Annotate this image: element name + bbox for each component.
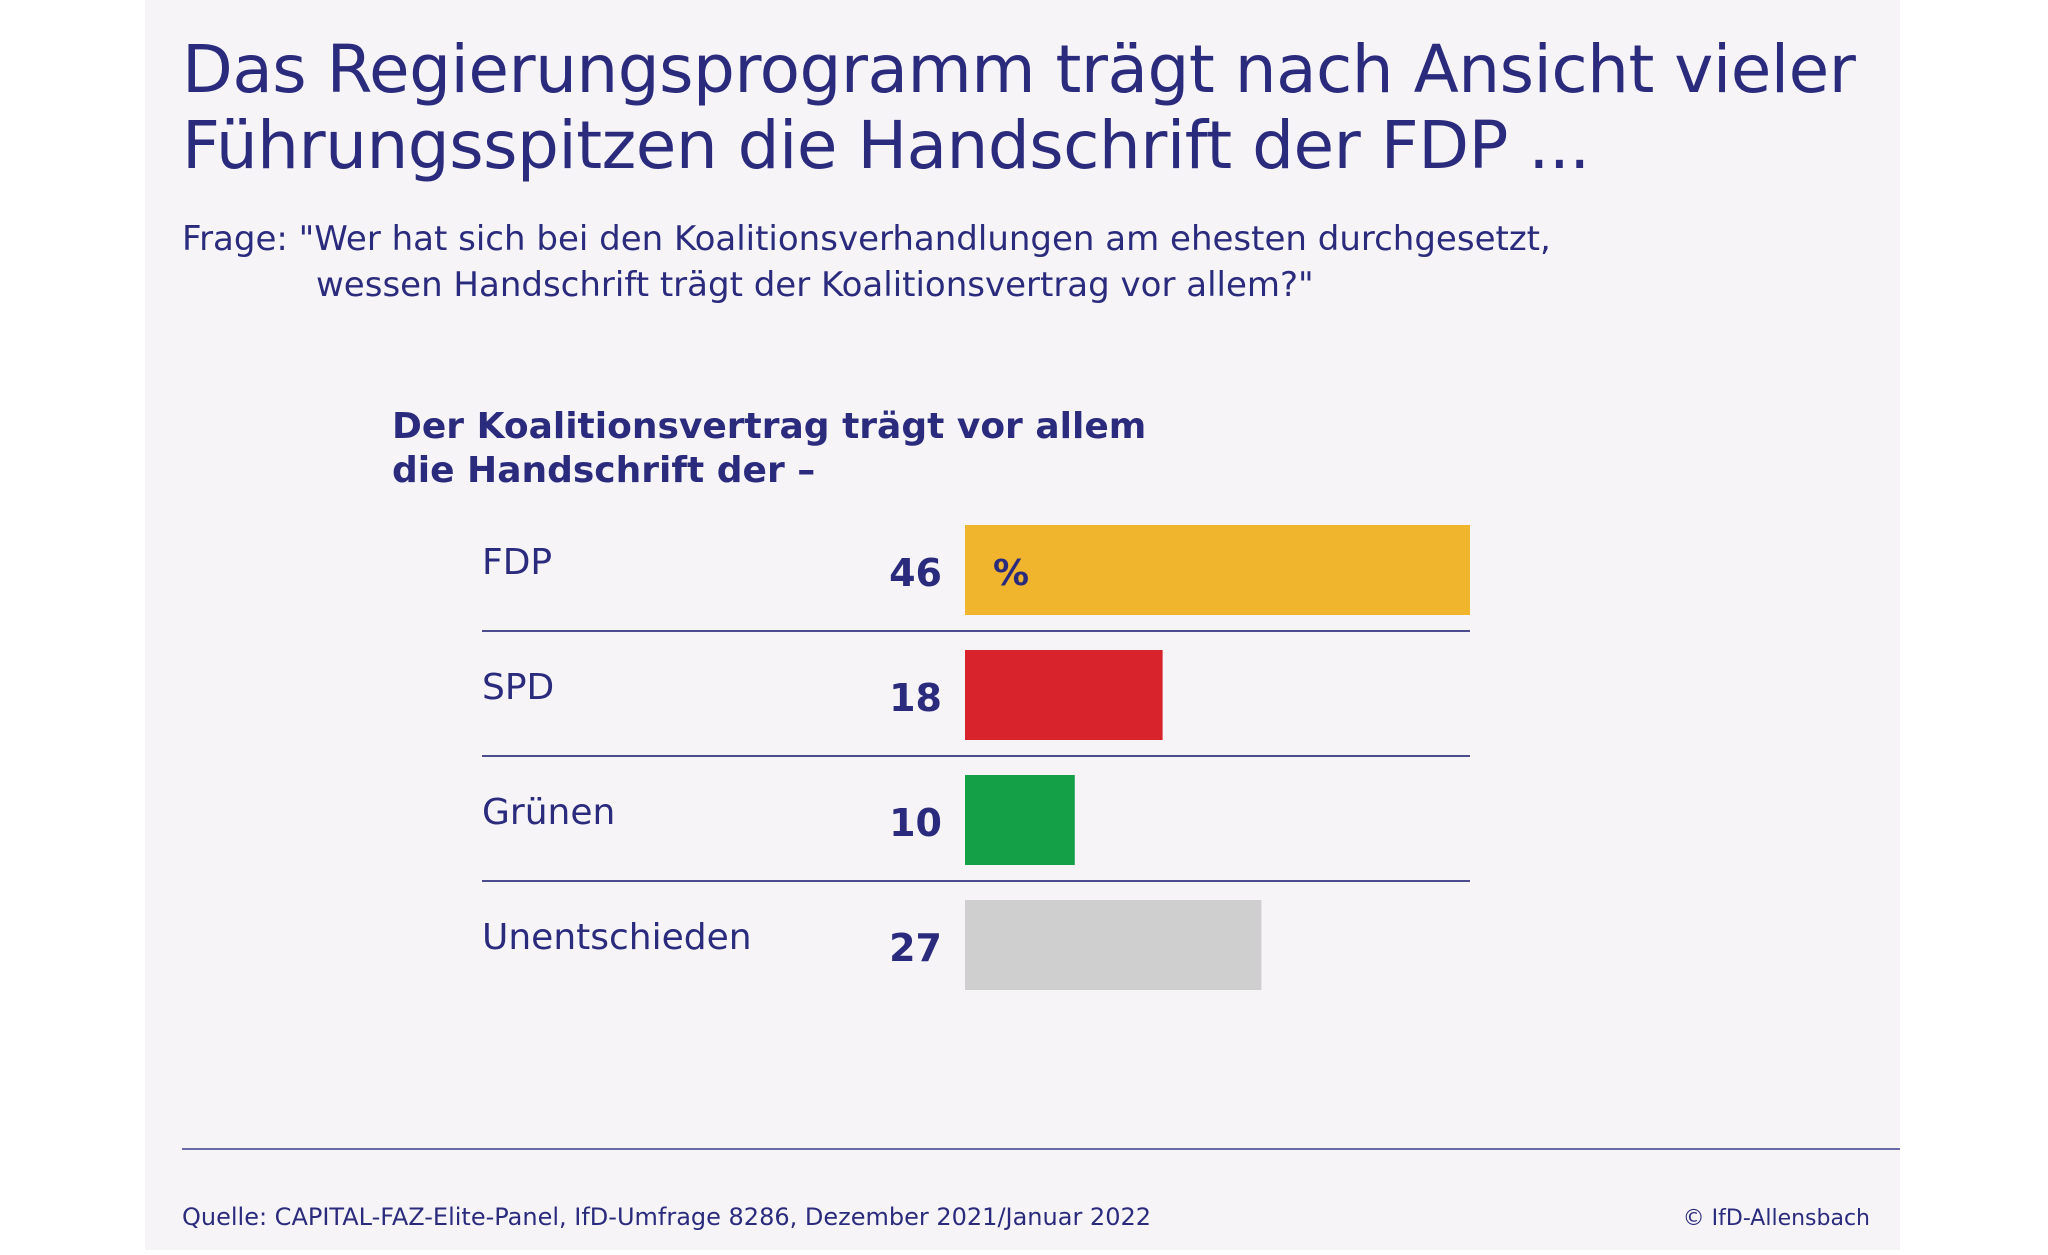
bar — [965, 900, 1262, 990]
chart-subheading-line: die Handschrift der – — [392, 450, 816, 491]
unit-label: % — [993, 553, 1029, 594]
chart-title: Das Regierungsprogramm trägt nach Ansich… — [182, 32, 1882, 184]
bar — [965, 525, 1470, 615]
chart-subheading-line: Der Koalitionsvertrag trägt vor allem — [392, 406, 1147, 447]
bar — [965, 650, 1163, 740]
survey-question: Frage: "Wer hat sich bei den Koalitionsv… — [182, 216, 1551, 308]
bar — [965, 775, 1075, 865]
category-label: SPD — [482, 667, 554, 708]
value-label: 18 — [889, 676, 942, 720]
chart-title-line: Führungsspitzen die Handschrift der FDP … — [182, 107, 1590, 184]
source-note: Quelle: CAPITAL-FAZ-Elite-Panel, IfD-Umf… — [182, 1203, 1152, 1231]
category-label: Unentschieden — [482, 917, 752, 958]
footer-divider — [182, 1148, 1900, 1150]
chart-panel — [145, 0, 1900, 1250]
copyright-note: © IfD-Allensbach — [1682, 1206, 1870, 1231]
value-label: 27 — [889, 926, 942, 970]
survey-question-line: Frage: "Wer hat sich bei den Koalitionsv… — [182, 219, 1551, 259]
chart-subheading: Der Koalitionsvertrag trägt vor allem di… — [392, 405, 1146, 493]
category-label: Grünen — [482, 792, 615, 833]
chart-title-line: Das Regierungsprogramm trägt nach Ansich… — [182, 31, 1856, 108]
value-label: 10 — [889, 801, 942, 845]
survey-question-line: wessen Handschrift trägt der Koalitionsv… — [316, 265, 1314, 305]
category-label: FDP — [482, 542, 552, 583]
value-label: 46 — [889, 551, 942, 595]
